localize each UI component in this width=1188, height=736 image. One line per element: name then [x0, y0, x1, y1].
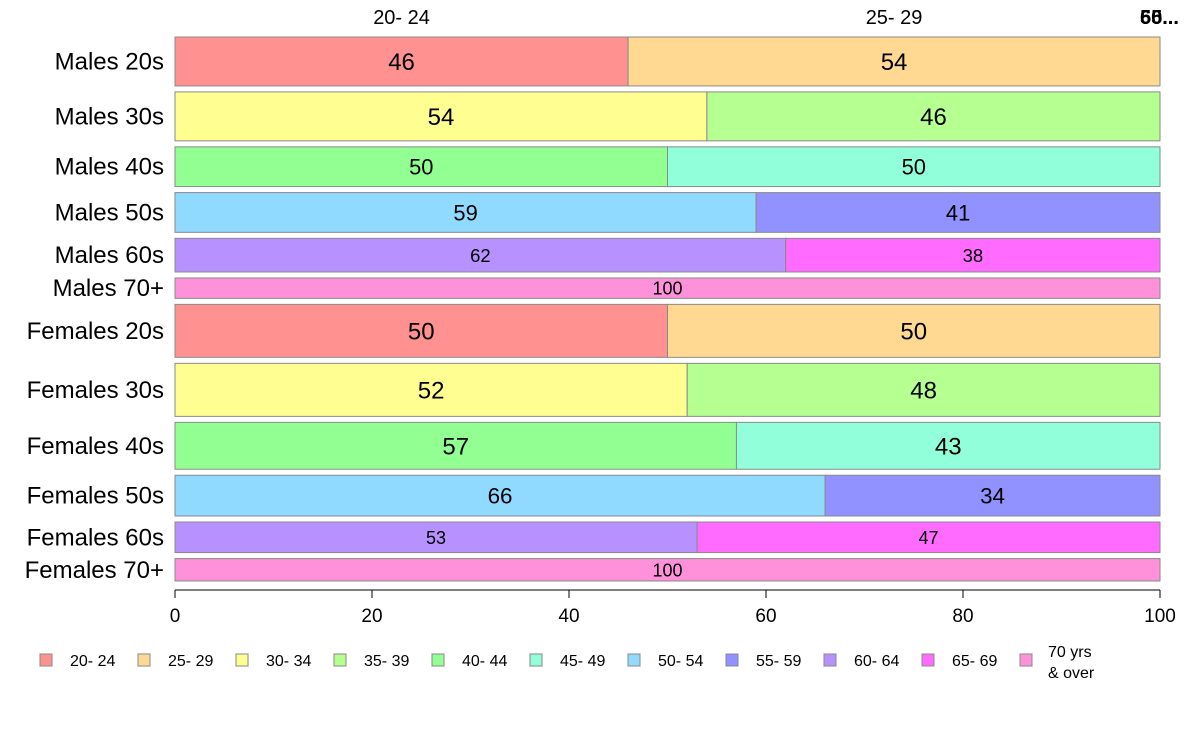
data-label: 62: [470, 245, 491, 266]
bar-segment: [174, 421, 737, 470]
top-label: 25- 29: [866, 7, 923, 29]
bar-segment: [686, 362, 1161, 417]
legend-swatch: [137, 653, 151, 667]
legend-label: 35- 39: [364, 653, 409, 670]
category-label: Males 60s: [55, 242, 164, 269]
data-label: 57: [442, 433, 469, 460]
legend-label: 50- 54: [658, 653, 703, 670]
bar-segment: [174, 303, 668, 358]
legend-label: 25- 29: [168, 653, 213, 670]
legend-label: 70 yrs: [1048, 644, 1092, 661]
bars: 46 54 54 46 50 50 59 41 62 38 100 50 50 52 48 57 43 66 34 5…: [174, 36, 1161, 582]
bar-segment: [174, 474, 826, 517]
bar-segment: [174, 558, 1161, 582]
data-label: 46: [920, 104, 947, 131]
x-tick-label: 100: [1144, 606, 1176, 627]
legend-swatch: [529, 653, 543, 667]
bar-segment: [785, 237, 1161, 273]
legend: 20- 24 25- 29 30- 34 35- 39 40- 44 45- 49 50- …: [39, 644, 1095, 682]
legend-swatch: [725, 653, 739, 667]
legend-swatch: [235, 653, 249, 667]
x-tick-label: 20: [361, 606, 382, 627]
bar-segment: [735, 421, 1161, 470]
x-tick-label: 40: [558, 606, 579, 627]
data-label: 100: [652, 560, 682, 580]
data-label: 53: [426, 528, 446, 548]
bar-segment: [706, 91, 1161, 142]
category-labels: Males 20s Males 30s Males 40s Males 50s Male…: [25, 48, 164, 583]
x-tick-label: 0: [170, 606, 181, 627]
data-label: 50: [900, 318, 927, 345]
bar-segment: [667, 146, 1161, 188]
data-label: 41: [946, 200, 970, 225]
data-label: 43: [935, 433, 962, 460]
legend-swatch: [823, 653, 837, 667]
data-label: 38: [963, 245, 984, 266]
legend-swatch: [431, 653, 445, 667]
bar-segment: [174, 192, 757, 233]
category-label: Females 50s: [27, 483, 164, 510]
data-label: 50: [902, 155, 926, 180]
data-label: 66: [488, 484, 513, 509]
data-label: 47: [919, 528, 939, 548]
data-label: 50: [409, 155, 433, 180]
bar-segment: [667, 303, 1161, 358]
data-label: 54: [428, 104, 455, 131]
category-label: Females 60s: [27, 524, 164, 551]
data-label: 34: [980, 484, 1005, 509]
legend-swatch: [627, 653, 641, 667]
data-label: 54: [881, 49, 908, 76]
legend-label: 45- 49: [560, 653, 605, 670]
legend-label: 55- 59: [756, 653, 801, 670]
bar-segment: [174, 237, 787, 273]
x-tick-label: 60: [755, 606, 776, 627]
category-label: Females 70+: [25, 557, 164, 584]
category-label: Males 50s: [55, 199, 164, 226]
category-label: Females 20s: [27, 318, 164, 345]
legend-label: & over: [1048, 665, 1095, 682]
bar-segment: [627, 36, 1161, 87]
x-tick-label: 80: [952, 606, 973, 627]
data-label: 46: [388, 49, 415, 76]
legend-swatch: [1019, 653, 1033, 667]
data-label: 52: [418, 377, 445, 404]
top-label: 20- 24: [373, 7, 430, 29]
legend-label: 30- 34: [266, 653, 311, 670]
top-labels: 20- 24 25- 29 50...65...: [373, 7, 1179, 29]
category-label: Males 30s: [55, 103, 164, 130]
bar-segment: [174, 277, 1161, 299]
category-label: Females 40s: [27, 433, 164, 460]
legend-swatch: [921, 653, 935, 667]
bar-segment: [755, 192, 1161, 233]
data-label: 100: [652, 279, 682, 299]
x-axis: 0 20 40 60 80 100: [170, 589, 1176, 627]
data-label: 59: [453, 200, 477, 225]
top-label: 50...: [1140, 7, 1179, 29]
data-label: 50: [408, 318, 435, 345]
legend-swatch: [333, 653, 347, 667]
legend-label: 60- 64: [854, 653, 899, 670]
top-label: 65...: [1140, 7, 1179, 29]
bar-segment: [824, 474, 1161, 517]
legend-swatch: [39, 653, 53, 667]
data-label: 48: [910, 377, 937, 404]
bar-segment: [174, 521, 698, 554]
legend-label: 40- 44: [462, 653, 507, 670]
legend-label: 65- 69: [952, 653, 997, 670]
category-label: Males 70+: [53, 275, 164, 302]
bar-segment: [696, 521, 1161, 554]
category-label: Males 40s: [55, 154, 164, 181]
legend-label: 20- 24: [70, 653, 115, 670]
bar-segment: [174, 146, 668, 188]
category-label: Females 30s: [27, 377, 164, 404]
category-label: Males 20s: [55, 48, 164, 75]
